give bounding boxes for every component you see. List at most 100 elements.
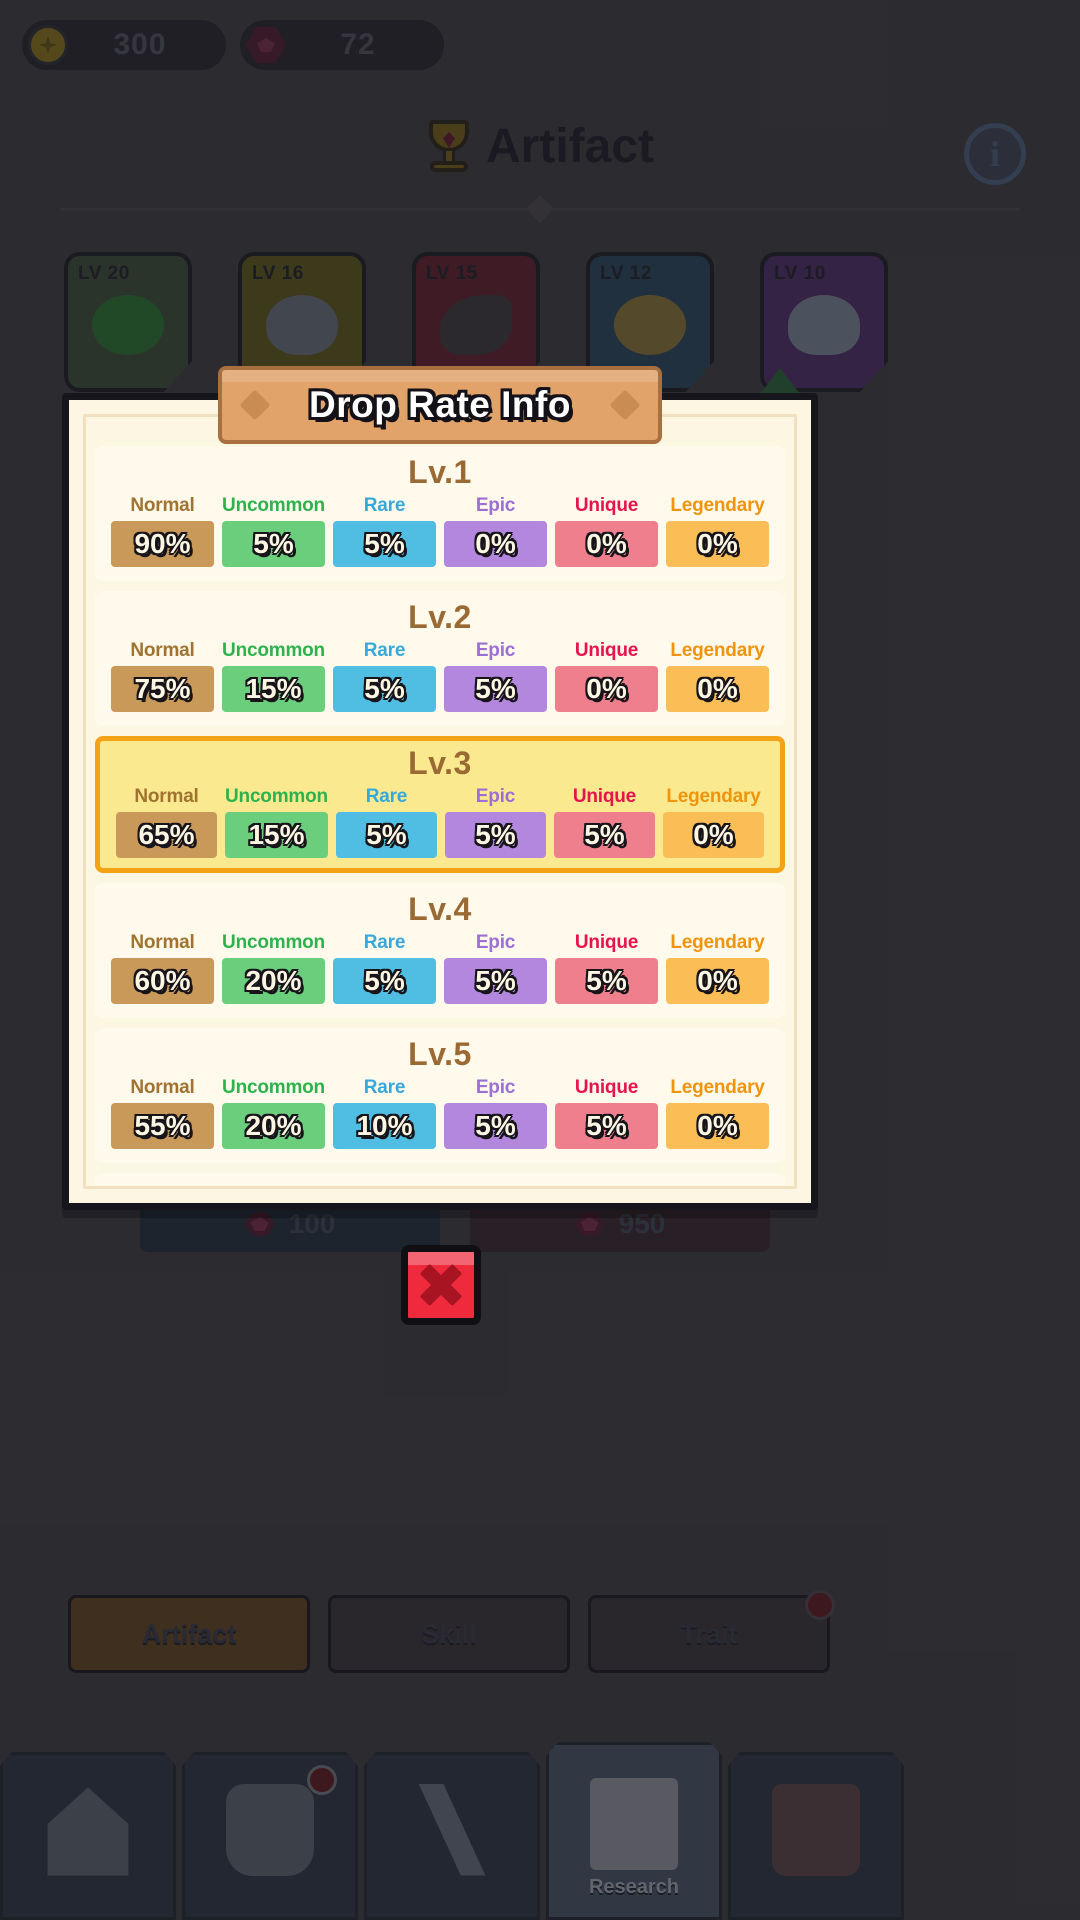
drop-rate-cell: Legendary 0%	[666, 932, 769, 1004]
artifact-level-label: LV 12	[600, 263, 652, 284]
drop-rate-cell: Epic 0%	[444, 495, 547, 567]
nav-item-weapons[interactable]	[364, 1752, 540, 1920]
tab-trait[interactable]: Trait	[588, 1590, 835, 1673]
tab-skill[interactable]: Skill	[328, 1595, 570, 1673]
tab-skill-label: Skill	[421, 1618, 477, 1649]
artifact-level-label: LV 16	[252, 263, 304, 284]
drop-rate-cell: Normal 65%	[116, 786, 218, 858]
rarity-label: Rare	[363, 495, 406, 516]
drop-rate-cell: Normal 60%	[111, 932, 214, 1004]
clover-icon	[92, 294, 164, 355]
rarity-label: Rare	[363, 932, 406, 953]
drop-rate-cell: Normal 90%	[111, 495, 214, 567]
drop-rate-cell: Unique 5%	[555, 1077, 658, 1149]
drop-rate-row-level: Lv.2	[408, 599, 472, 635]
rarity-percent: 0%	[666, 521, 769, 567]
rarity-percent: 5%	[553, 812, 655, 858]
drop-rate-cell: Epic 5%	[444, 932, 547, 1004]
rarity-label: Normal	[134, 786, 199, 807]
drop-rate-cells: Normal 65% Uncommon 15% Rare 5% Epic 5% Unique 5%…	[100, 786, 780, 858]
drop-rate-cell: Legendary 0%	[662, 786, 764, 858]
equipment-badge	[307, 1765, 337, 1795]
nav-item-research[interactable]: Research	[546, 1742, 722, 1920]
drop-rate-cell: Unique 0%	[555, 495, 658, 567]
bottom-navigation: Research	[0, 1740, 1080, 1920]
nav-item-shop[interactable]	[728, 1752, 904, 1920]
info-button[interactable]: i	[964, 123, 1026, 185]
page-title: Artifact	[485, 119, 655, 173]
drop-rate-cell: Uncommon 15%	[225, 786, 328, 858]
rarity-label: Uncommon	[225, 786, 328, 807]
shop-icon	[772, 1784, 860, 1876]
nav-item-equipment[interactable]	[182, 1752, 358, 1920]
rarity-percent: 5%	[333, 666, 436, 712]
drop-rate-cells: Normal 55% Uncommon 20% Rare 10% Epic 5% Unique 5…	[95, 1077, 785, 1149]
selection-arrow-icon	[760, 368, 800, 394]
rarity-label: Legendary	[670, 1077, 765, 1098]
rarity-label: Unique	[572, 786, 637, 807]
drop-rate-row[interactable]: Lv.1 Normal 90% Uncommon 5% Rare 5% Epic 0% Uniqu…	[95, 446, 785, 581]
rarity-percent: 0%	[555, 666, 658, 712]
coin-currency-pill[interactable]: 300	[22, 20, 226, 70]
rarity-percent: 5%	[444, 666, 547, 712]
artifact-level-label: LV 15	[426, 263, 478, 284]
drop-rate-row-level: Lv.5	[408, 1036, 472, 1072]
nav-item-research-label: Research	[588, 1876, 680, 1898]
drop-rate-cell: Rare 5%	[333, 640, 436, 712]
drop-rate-row[interactable]: Lv.4 Normal 60% Uncommon 20% Rare 5% Epic 5% Uniq…	[95, 883, 785, 1018]
rarity-label: Normal	[130, 932, 195, 953]
nav-item-home[interactable]	[0, 1752, 176, 1920]
chalice-icon	[426, 118, 472, 174]
close-button[interactable]	[401, 1245, 481, 1325]
drop-rate-cell: Rare 10%	[333, 1077, 436, 1149]
rarity-percent: 65%	[116, 812, 218, 858]
rarity-label: Unique	[574, 495, 639, 516]
drop-rate-row[interactable]: Lv.6NormalUncommonRareEpicUniqueLegendar…	[95, 1173, 785, 1185]
rarity-percent: 5%	[335, 812, 437, 858]
drop-rate-cell: Uncommon 20%	[222, 932, 325, 1004]
category-tab-bar: Artifact Skill Trait	[68, 1590, 835, 1673]
rarity-percent: 90%	[111, 521, 214, 567]
drop-rate-cell: Rare 5%	[333, 495, 436, 567]
rarity-percent: 0%	[444, 521, 547, 567]
eagle-icon	[266, 294, 338, 355]
drop-rate-row-level: Lv.6	[95, 1181, 785, 1185]
rarity-label: Rare	[363, 640, 406, 661]
upgrade-all-cost-value: 950	[618, 1208, 666, 1239]
tab-artifact[interactable]: Artifact	[68, 1595, 310, 1673]
drop-rate-row[interactable]: Lv.2 Normal 75% Uncommon 15% Rare 5% Epic 5% Uniq…	[95, 591, 785, 726]
drop-rate-cells: Normal 60% Uncommon 20% Rare 5% Epic 5% Unique 5%…	[95, 932, 785, 1004]
rarity-percent: 75%	[111, 666, 214, 712]
gem-amount: 72	[340, 28, 376, 61]
rarity-label: Legendary	[670, 640, 765, 661]
rarity-label: Normal	[130, 1077, 195, 1098]
rarity-label: Unique	[574, 640, 639, 661]
rarity-percent: 15%	[222, 666, 325, 712]
rarity-label: Rare	[363, 1077, 406, 1098]
diamond-icon	[239, 389, 271, 421]
drop-rate-cell: Unique 0%	[555, 640, 658, 712]
artifact-card[interactable]: LV 20	[64, 252, 192, 392]
rarity-label: Epic	[475, 495, 516, 516]
drop-rate-row-level: Lv.3	[408, 745, 472, 781]
rarity-percent: 10%	[333, 1103, 436, 1149]
drop-rate-table[interactable]: Lv.1 Normal 90% Uncommon 5% Rare 5% Epic 0% Uniqu…	[95, 446, 785, 1185]
coin-amount: 300	[113, 28, 167, 61]
rarity-percent: 0%	[666, 958, 769, 1004]
dialog-title: Drop Rate Info	[309, 384, 571, 425]
claw-icon	[440, 294, 512, 355]
rarity-percent: 0%	[666, 666, 769, 712]
rarity-label: Legendary	[670, 495, 765, 516]
drop-rate-row-level: Lv.4	[408, 891, 472, 927]
rarity-label: Epic	[475, 1077, 516, 1098]
rarity-percent: 20%	[222, 1103, 325, 1149]
rarity-percent: 5%	[555, 1103, 658, 1149]
gem-currency-pill[interactable]: 72	[240, 20, 444, 70]
drop-rate-row[interactable]: Lv.3 Normal 65% Uncommon 15% Rare 5% Epic 5% Uniq…	[95, 736, 785, 873]
rarity-percent: 55%	[111, 1103, 214, 1149]
drop-rate-row[interactable]: Lv.5 Normal 55% Uncommon 20% Rare 10% Epic 5% Uni…	[95, 1028, 785, 1163]
rarity-label: Uncommon	[222, 1077, 325, 1098]
rarity-percent: 20%	[222, 958, 325, 1004]
artifact-level-label: LV 20	[78, 263, 130, 284]
rarity-label: Epic	[475, 932, 516, 953]
